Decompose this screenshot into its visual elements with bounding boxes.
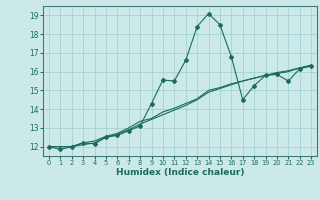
X-axis label: Humidex (Indice chaleur): Humidex (Indice chaleur) bbox=[116, 168, 244, 177]
